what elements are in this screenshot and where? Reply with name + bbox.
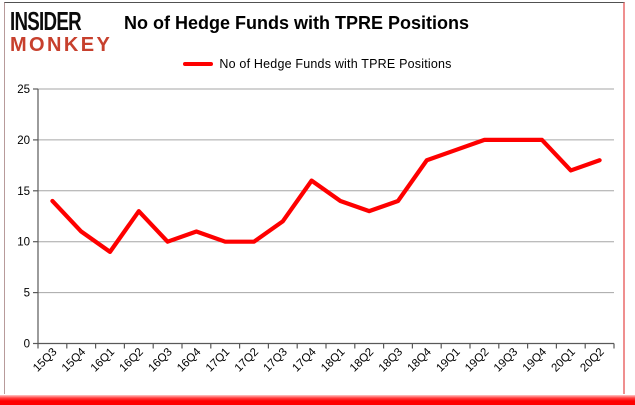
x-axis-label: 17Q4	[290, 346, 319, 375]
x-axis-label: 18Q3	[377, 346, 405, 374]
chart-legend: No of Hedge Funds with TPRE Positions	[0, 57, 635, 71]
x-axis-label: 17Q3	[262, 346, 290, 374]
x-axis-label: 19Q3	[492, 346, 520, 374]
x-axis-label: 19Q4	[521, 346, 550, 375]
bottom-red-bar	[0, 395, 635, 405]
y-axis-label: 15	[17, 186, 30, 198]
y-axis-label: 20	[17, 135, 30, 147]
legend-line-swatch	[183, 62, 214, 66]
x-axis-label: 18Q1	[319, 346, 347, 374]
x-axis-label: 19Q2	[463, 346, 491, 374]
x-axis-label: 18Q2	[348, 346, 376, 374]
y-axis-label: 5	[24, 288, 30, 300]
x-axis-label: 20Q1	[550, 346, 578, 374]
x-axis-label: 16Q3	[146, 346, 174, 374]
series-line	[50, 137, 602, 254]
insider-monkey-logo: INSIDER MONKEY	[10, 8, 112, 55]
y-axis-label: 0	[24, 339, 30, 351]
chart-title: No of Hedge Funds with TPRE Positions	[124, 13, 469, 33]
x-axis-label: 16Q2	[118, 346, 146, 374]
y-axis-label: 25	[17, 84, 30, 96]
legend-series-label: No of Hedge Funds with TPRE Positions	[219, 57, 452, 71]
x-axis-label: 15Q3	[31, 346, 59, 374]
x-axis-label: 18Q4	[406, 346, 435, 375]
y-axis-label: 10	[17, 237, 30, 249]
x-axis-label: 16Q4	[175, 346, 204, 375]
x-axis-label: 17Q1	[204, 346, 232, 374]
x-axis-label: 17Q2	[233, 346, 261, 374]
logo-monkey-text: MONKEY	[10, 34, 113, 56]
x-axis-label: 20Q2	[578, 346, 606, 374]
x-axis-label: 19Q1	[434, 346, 462, 374]
logo-insider-text: INSIDER	[10, 6, 82, 36]
x-axis-label: 16Q1	[89, 346, 117, 374]
x-axis-label: 15Q4	[60, 346, 89, 375]
